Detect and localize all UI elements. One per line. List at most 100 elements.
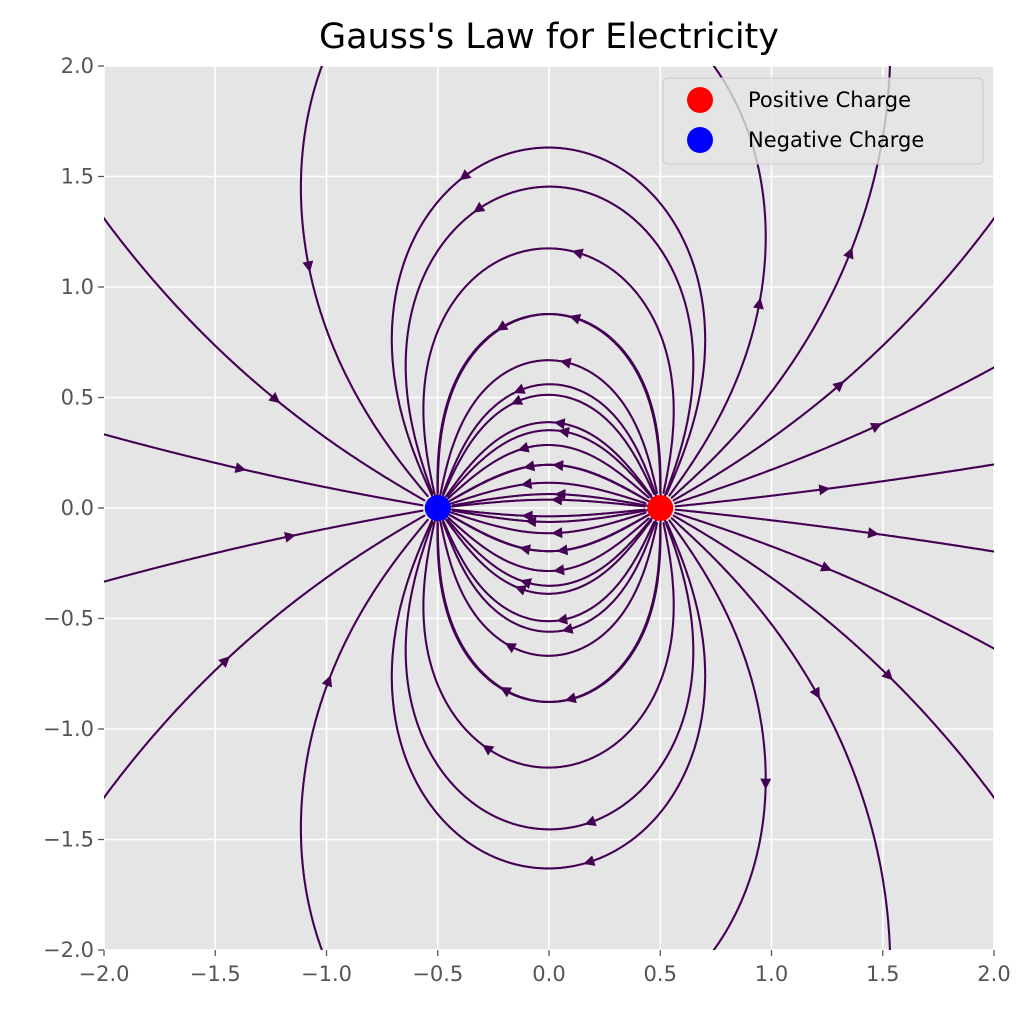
field-arrow [218, 656, 230, 668]
field-arrow [519, 578, 533, 589]
x-tick-label: −1.5 [190, 962, 241, 986]
field-line [422, 518, 675, 769]
field-arrow [553, 564, 565, 576]
field-line [104, 216, 426, 502]
field-arrow [482, 744, 495, 756]
field-arrow [520, 478, 533, 489]
x-tick-label: 1.0 [755, 962, 788, 986]
field-line [442, 383, 658, 498]
field-arrow [584, 815, 597, 826]
field-line [672, 514, 994, 800]
field-arrow [496, 320, 509, 331]
field-arrow [553, 418, 566, 430]
field-line [450, 463, 652, 504]
field-arrow [569, 313, 582, 325]
field-line [442, 518, 658, 633]
field-line [452, 508, 651, 523]
field-arrow [519, 544, 531, 556]
field-line [104, 509, 424, 583]
field-arrow [818, 484, 831, 496]
field-line [436, 313, 662, 497]
x-tick-label: 0.5 [644, 962, 677, 986]
field-line [670, 517, 891, 950]
field-arrow [473, 201, 486, 213]
field-line [104, 514, 426, 800]
axis-ticks: −2.0 −1.5 −1.0 −0.5 0.0 0.5 1.0 1.5 2.0 −2.0 −1.5 −… [43, 54, 1011, 986]
y-tick-label: 0.5 [61, 386, 94, 410]
positive-charge-marker [647, 495, 674, 521]
field-line [445, 443, 650, 501]
field-line [674, 366, 994, 505]
field-line [104, 433, 424, 507]
y-tick-label: −1.0 [43, 717, 94, 741]
field-line [441, 393, 655, 499]
y-tick-label: −0.5 [43, 607, 94, 631]
field-arrow [881, 668, 894, 681]
field-arrow [459, 169, 472, 181]
field-line [436, 519, 662, 703]
field-line [450, 512, 652, 553]
field-arrow [321, 675, 333, 688]
field-line [672, 216, 994, 502]
field-arrow [809, 686, 820, 699]
field-line [441, 517, 655, 623]
x-tick-label: −0.5 [412, 962, 463, 986]
field-arrow [234, 462, 247, 474]
field-arrow [561, 623, 574, 634]
x-tick-label: 2.0 [977, 962, 1010, 986]
field-line [674, 463, 994, 508]
field-line [446, 515, 655, 587]
field-line [452, 493, 651, 508]
field-arrow [867, 527, 880, 539]
field-line [299, 66, 429, 498]
field-arrow [551, 527, 563, 539]
field-line [443, 516, 653, 595]
field-arrow [514, 585, 527, 596]
field-line [404, 517, 695, 831]
field-arrow [302, 260, 314, 273]
field-arrows [218, 169, 894, 866]
field-arrow [268, 392, 281, 404]
field-line [438, 517, 659, 657]
field-arrow [504, 643, 517, 654]
field-line [668, 519, 767, 950]
field-line [438, 359, 659, 499]
field-line [299, 518, 429, 950]
field-arrow [843, 247, 854, 260]
field-arrow [517, 441, 530, 453]
legend-marker [687, 87, 713, 113]
negative-charge-marker [424, 495, 451, 521]
field-arrow [832, 380, 845, 393]
field-arrow [550, 494, 562, 506]
x-tick-label: 0.0 [532, 962, 565, 986]
y-tick-label: 0.0 [61, 496, 94, 520]
field-arrow [521, 510, 533, 522]
field-arrow [554, 488, 566, 500]
x-tick-label: −2.0 [79, 962, 130, 986]
y-tick-label: −1.5 [43, 828, 94, 852]
field-line [390, 517, 707, 870]
field-line [446, 429, 655, 501]
y-tick-label: 2.0 [61, 54, 94, 78]
field-arrow [525, 516, 537, 528]
field-arrow [753, 297, 764, 310]
field-line [422, 247, 675, 498]
field-line [404, 185, 695, 499]
charges [424, 495, 674, 521]
field-line [448, 481, 647, 506]
legend: Positive Charge Negative Charge [662, 77, 984, 165]
field-arrow [583, 855, 596, 866]
legend-box [662, 77, 984, 165]
x-tick-label: 1.5 [866, 962, 899, 986]
field-line [448, 498, 646, 508]
field-arrow [559, 357, 572, 369]
legend-label: Positive Charge [748, 88, 911, 112]
legend-label: Negative Charge [748, 128, 924, 152]
field-arrow [499, 687, 513, 698]
field-arrow [556, 544, 569, 556]
field-arrow [284, 531, 296, 543]
field-arrow [510, 394, 524, 405]
field-line [674, 508, 994, 553]
field-arrow [523, 460, 536, 472]
